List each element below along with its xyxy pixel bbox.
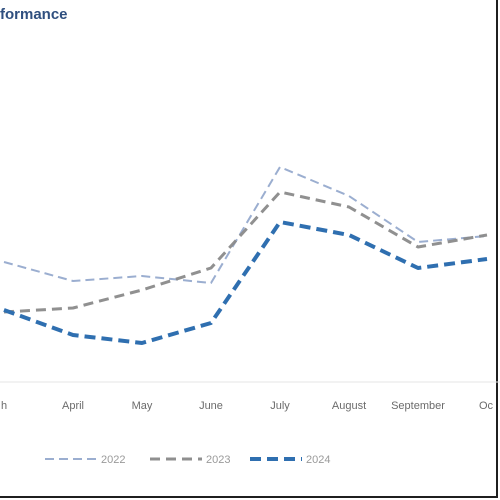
chart-title: formance <box>0 6 68 23</box>
series-line-2023 <box>3 190 488 314</box>
x-tick-label-5: August <box>332 400 366 412</box>
x-tick-label-1: April <box>62 400 84 412</box>
legend-label-2024: 2024 <box>306 454 330 466</box>
x-tick-labels: h April May June July August September Oc <box>1 400 494 412</box>
series-line-2024 <box>3 220 488 345</box>
x-tick-label-4: July <box>270 400 290 412</box>
legend-label-2022: 2022 <box>101 454 125 466</box>
x-tick-label-3: June <box>199 400 223 412</box>
x-tick-label-7: Oc <box>479 400 494 412</box>
x-tick-label-2: May <box>132 400 153 412</box>
series-layer <box>3 166 488 345</box>
legend-label-2023: 2023 <box>206 454 230 466</box>
x-tick-label-0: h <box>1 400 7 412</box>
legend: 2022 2023 2024 <box>45 454 330 466</box>
x-tick-label-6: September <box>391 400 445 412</box>
